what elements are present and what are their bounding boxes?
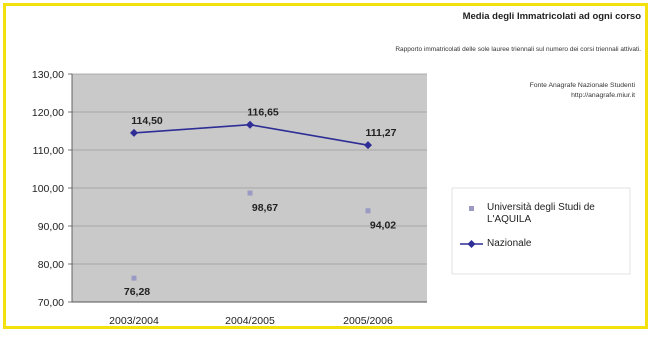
chart-source: Fonte Anagrafe Nazionale Studenti http:/… — [530, 81, 635, 101]
y-tick-label: 70,00 — [38, 297, 64, 309]
aquila-point — [247, 190, 253, 196]
y-tick-label: 120,00 — [32, 107, 64, 119]
x-tick-label: 2003/2004 — [109, 315, 159, 327]
nazionale-point — [246, 120, 254, 129]
x-tick-label: 2004/2005 — [225, 315, 275, 327]
y-tick-label: 80,00 — [38, 259, 64, 271]
aquila-data-label: 94,02 — [370, 220, 396, 232]
aquila-data-label: 76,28 — [124, 286, 150, 298]
nazionale-point — [364, 141, 372, 150]
x-tick-label: 2005/2006 — [343, 315, 393, 327]
legend-marker-nazionale — [467, 240, 476, 248]
legend-entry-nazionale: Nazionale — [487, 238, 531, 250]
nazionale-data-label: 116,65 — [247, 107, 279, 119]
y-tick-label: 100,00 — [32, 183, 64, 195]
aquila-data-label: 98,67 — [252, 202, 278, 214]
legend-marker-aquila — [469, 206, 474, 211]
chart-subtitle: Rapporto immatricolati delle sole lauree… — [395, 46, 641, 53]
y-tick-label: 130,00 — [32, 69, 64, 81]
y-tick-label: 90,00 — [38, 221, 64, 233]
nazionale-data-label: 111,27 — [366, 127, 397, 139]
legend-entry-aquila: Università degli Studi de L'AQUILA — [487, 202, 637, 226]
nazionale-point — [130, 128, 138, 137]
legend-box — [451, 187, 631, 275]
chart-title: Media degli Immatricolati ad ogni corso — [462, 11, 641, 22]
aquila-point — [131, 275, 137, 281]
source-line-1: Fonte Anagrafe Nazionale Studenti — [529, 82, 635, 89]
nazionale-data-label: 114,50 — [131, 115, 163, 127]
aquila-point — [365, 208, 371, 214]
legend-label-nazionale: Nazionale — [487, 238, 532, 249]
legend-label-aquila: Università degli Studi de L'AQUILA — [487, 202, 595, 225]
source-line-2: http://anagrafe.miur.it — [571, 92, 635, 99]
y-tick-label: 110,00 — [33, 145, 64, 157]
